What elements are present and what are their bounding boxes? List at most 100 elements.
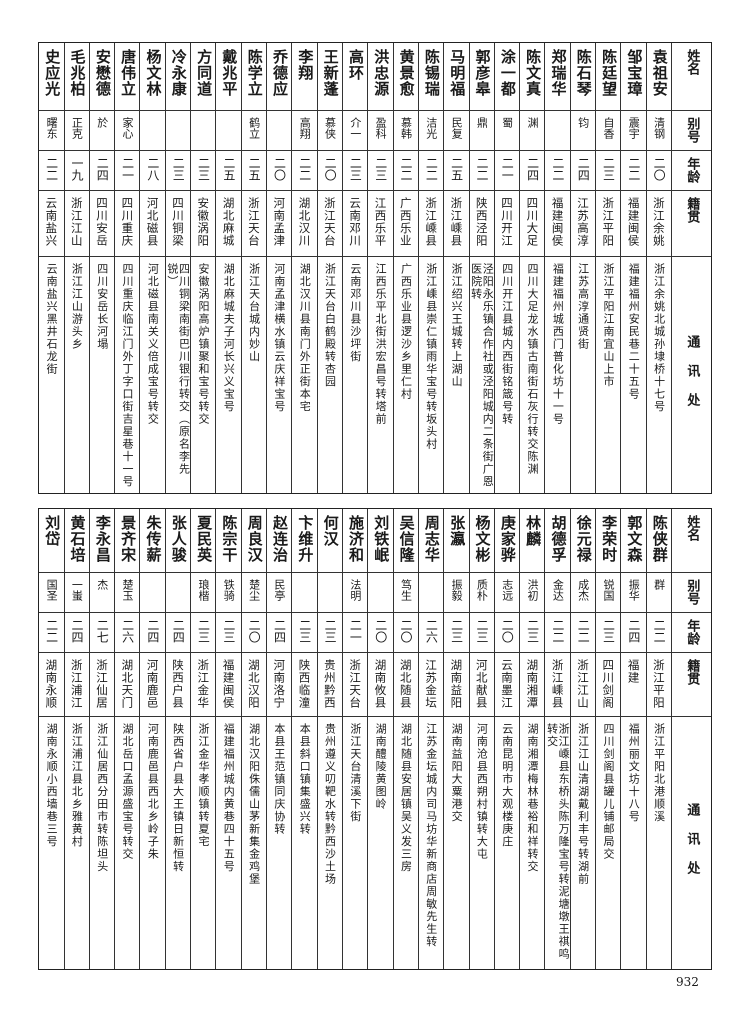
address-cell: 云南昆明市大观楼庚庄 [495,717,519,969]
name-text: 袁祖安 [650,49,669,97]
origin-text: 浙江仙居 [95,659,109,709]
name-text: 高环 [346,49,365,81]
table-row: 朱传薪 二四 河南鹿邑 河南鹿邑县西北乡岭子朱 [139,509,165,969]
origin-cell: 湖北汉阳 [241,653,266,717]
name-cell: 夏民英 [191,509,216,573]
age-text: 二五 [247,157,262,181]
alias-cell: 民亭 [267,573,292,613]
alias-text: 质朴 [475,579,489,601]
alias-text: 钧 [576,117,590,128]
age-text: 二三 [171,157,186,181]
address-text: 四川开江县城内西街铭箴号转 [500,263,514,426]
table-row: 陈宗干 铁骑 二三 福建闽侯 福建福州城内黄巷四十五号 [215,509,241,969]
name-cell: 袁祖安 [646,43,671,111]
origin-text: 云南邓川 [348,197,363,247]
alias-cell: 介一 [342,111,368,151]
origin-text: 陕西户县 [170,659,185,709]
name-cell: 郑瑞华 [545,43,570,111]
alias-cell: 盈科 [368,111,393,151]
name-text: 赵连治 [271,515,290,563]
table-row: 李永昌杰二七 浙江仙居 浙江仙居西分田市转陈坦头 [88,509,115,969]
table-row: 邹宝璋 震宇 二二 福建闽侯 福建福州安民巷二十五号 [620,43,646,493]
name-text: 杨文彬 [473,515,492,563]
alias-text: 自香 [601,117,615,139]
origin-text: 河南孟津 [272,197,287,247]
name-cell: 陈学立 [241,43,266,111]
origin-cell: 云南盐兴 [39,191,64,257]
address-cell: 江苏金坛城内司马坊华新商店周敏先生转 [419,717,443,969]
name-cell: 陈宗干 [216,509,241,573]
name-text: 胡德孚 [549,515,568,563]
table-row: 夏民英 琅楷 二三 浙江金华 浙江金华孝顺镇转夏宅 [190,509,216,969]
address-cell: 福建福州安民巷二十五号 [621,257,645,493]
name-text: 方同道 [195,49,214,97]
roster-table-top: 姓名 别号 年龄 籍贯 通讯处 袁祖安 清钢 二〇 浙江余姚 浙江余姚北城孙埭桥十七号 邹宝璋 震宇二… [38,42,712,494]
age-text: 二二 [424,157,439,181]
origin-text: 四川铜梁 [170,197,185,247]
alias-text: 蜀 [500,117,514,128]
address-cell: 泾阳永乐镇合作社或泾阳城内二条街广恩医院转 [470,257,494,493]
name-text: 史应光 [43,49,62,97]
origin-cell: 福建闽侯 [545,191,570,257]
origin-cell: 浙江金华 [191,653,216,717]
name-text: 郑瑞华 [549,49,568,97]
alias-cell: 清钢 [646,111,671,151]
alias-text: 杰 [95,579,109,590]
address-text: 浙江天台清溪下街 [348,723,362,823]
origin-text: 浙江嵊县 [449,197,464,247]
address-text: 云南昆明市大观楼庚庄 [500,723,514,848]
age-text: 二三 [373,157,388,181]
address-cell: 四川重庆临江门外丁字口街吉星巷十一号 [115,257,139,493]
age-text: 二四 [272,619,287,643]
name-text: 周良汉 [245,515,264,563]
address-text: 浙江嵊县崇仁镇雨华宝号转坂头村 [424,263,438,451]
alias-cell [545,111,570,151]
origin-cell: 湖北汉川 [292,191,317,257]
header-address-label: 通讯处 [684,334,700,422]
age-cell: 二二 [292,151,317,191]
age-cell: 二三 [292,613,317,653]
age-text: 二八 [145,157,160,181]
table-row: 史应光 曙东 二二 云南盐兴 云南盐兴黑井石龙街 [39,43,64,493]
age-text: 二三 [525,619,540,643]
table-row: 刘岱 国圣 二二 湖南永顺 湖南永顺小西墙巷三号 [39,509,64,969]
address-cell: 浙江平阳北港顺溪 [647,717,671,969]
name-text: 冷永康 [169,49,188,97]
table-row: 徐元禄 成杰 二二 浙江江山 浙江江山清湖戴利丰号转湖前 [569,509,596,969]
age-text: 二〇 [373,619,388,643]
address-cell: 湖北汉阳侏儒山茅新集金鸡堡 [242,717,266,969]
address-cell: 陕西省户县大王镇日新恒转 [166,717,190,969]
name-text: 张瀛 [448,515,467,547]
name-text: 陈锡瑞 [422,49,441,97]
address-text: 四川剑阁县罐儿铺邮局交 [601,723,615,861]
origin-cell: 湖南攸县 [368,653,393,717]
origin-cell: 浙江嵊县 [444,191,469,257]
origin-text: 四川大足 [525,197,540,247]
address-text: 安徽涡阳高炉镇聚和宝号转交 [196,263,210,426]
header-name: 姓名 [672,509,711,573]
address-text: 河北磁县南关义倍成宝号转交 [146,263,160,426]
alias-cell: 洪初 [520,573,545,613]
alias-cell: 蜀 [494,111,520,151]
table-row: 戴兆平 二五 湖北麻城 湖北麻城夫子河长兴义宝号 [215,43,241,493]
origin-text: 湖南益阳 [449,659,464,709]
age-text: 二一 [120,157,135,181]
address-text: 四川重庆临江门外丁字口街吉星巷十一号 [121,263,135,488]
name-cell: 刘岱 [39,509,64,573]
origin-text: 江苏高淳 [575,197,590,247]
origin-cell: 浙江平阳 [596,191,621,257]
table-row: 毛兆柏 正克 一九 浙江江山 浙江江山游头乡 [63,43,89,493]
name-text: 唐伟立 [119,49,138,97]
origin-text: 浙江余姚 [651,197,666,247]
origin-text: 福建 [626,659,641,684]
address-text: 浙江嵊县东桥头陈万隆宝号转泥塘墩王祺鸣转交 [545,723,570,961]
origin-cell: 云南墨江 [494,653,520,717]
table-row: 陈侠群群二二 浙江平阳 浙江平阳北港顺溪 [645,509,671,969]
age-text: 二三 [196,619,211,643]
age-cell: 二二 [39,151,64,191]
origin-text: 浙江平阳 [651,659,666,709]
table-row: 周良汉 楚尘 二〇 湖北汉阳 湖北汉阳侏儒山茅新集金鸡堡 [240,509,266,969]
alias-text: 高翔 [298,117,312,139]
table-row: 唐伟立 家心 二一 四川重庆 四川重庆临江门外丁字口街吉星巷十一号 [114,43,140,493]
address-text: 河南鹿邑县西北乡岭子朱 [146,723,160,861]
